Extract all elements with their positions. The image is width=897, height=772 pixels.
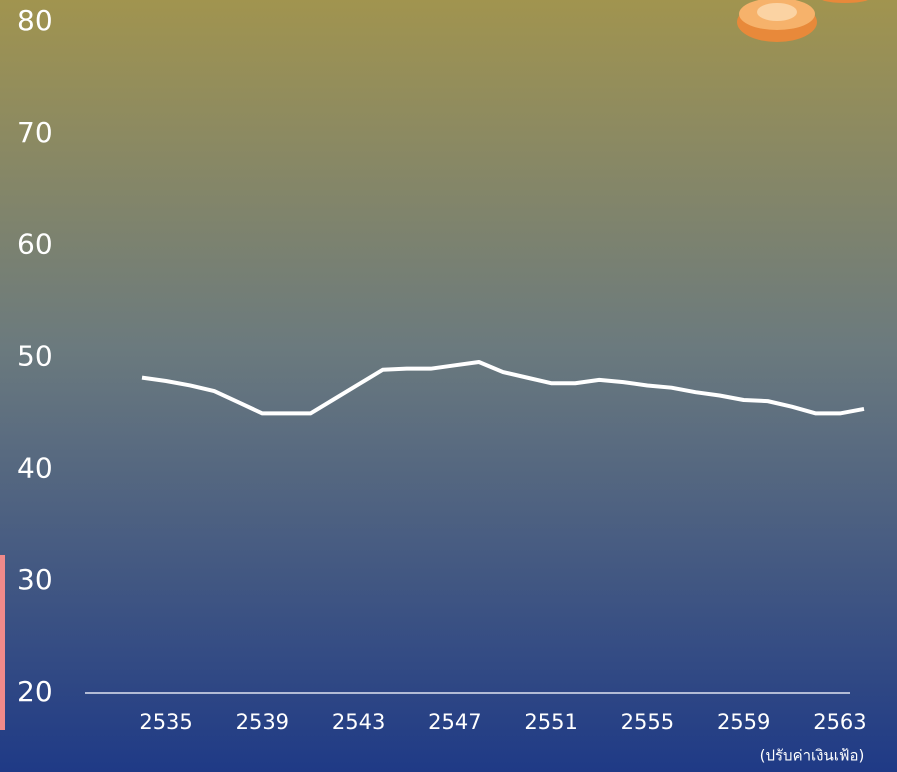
- data-line: [141, 359, 865, 416]
- y-tick-label: 70: [17, 116, 53, 149]
- x-tick-label: 2559: [717, 710, 770, 734]
- decoration: [0, 555, 5, 730]
- y-tick-label: 80: [17, 4, 53, 37]
- x-tick-label: 2551: [524, 710, 577, 734]
- y-tick-label: 60: [17, 228, 53, 261]
- x-tick-label: 2547: [428, 710, 481, 734]
- x-tick-label: 2563: [813, 710, 866, 734]
- note: (ปรับค่าเงินเฟ้อ): [760, 747, 865, 765]
- y-tick-label: 20: [17, 675, 53, 708]
- y-tick-label: 30: [17, 563, 53, 596]
- x-tick-label: 2535: [139, 710, 192, 734]
- y-tick-label: 40: [17, 451, 53, 484]
- x-tick-label: 2539: [236, 710, 289, 734]
- x-tick-label: 2555: [621, 710, 674, 734]
- y-tick-label: 50: [17, 340, 53, 373]
- coins: [737, 0, 868, 42]
- x-tick-label: 2543: [332, 710, 385, 734]
